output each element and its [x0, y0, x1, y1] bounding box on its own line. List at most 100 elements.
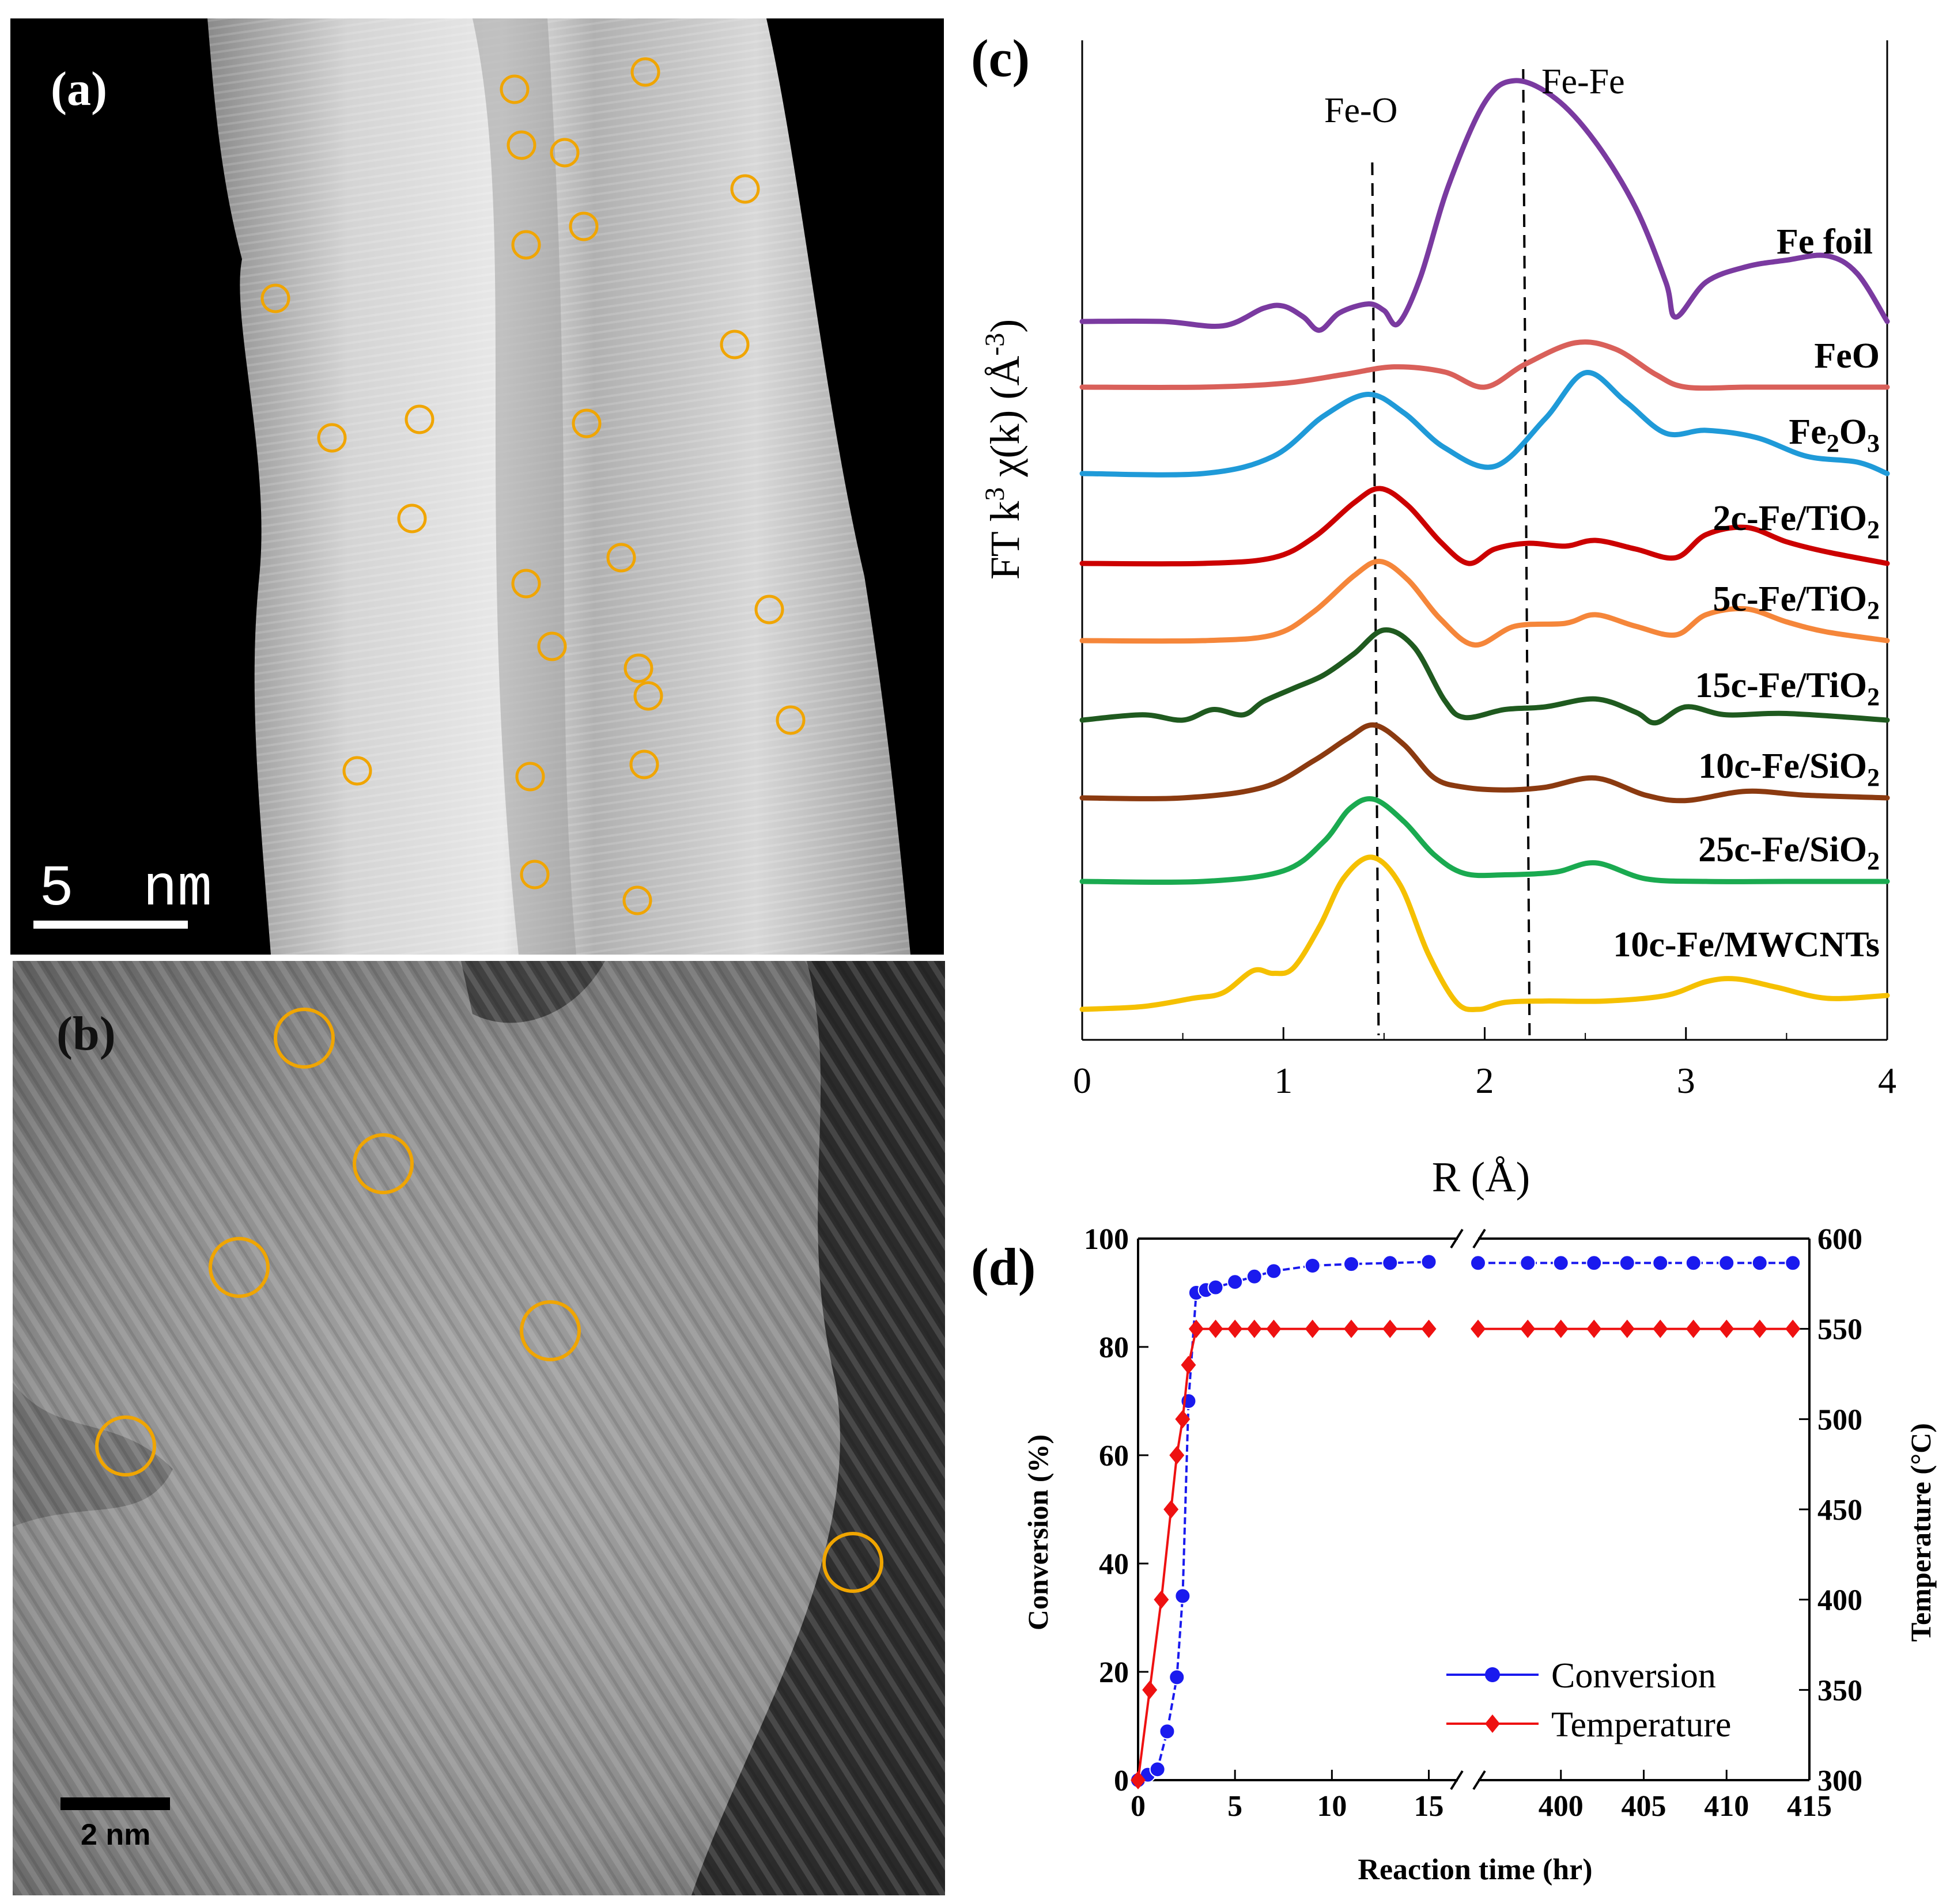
temperature-point — [1752, 1319, 1767, 1338]
panel-a-label: (a) — [51, 62, 107, 116]
atom-marker-circle — [520, 1300, 581, 1361]
panel-d-series — [1130, 1254, 1801, 1789]
series-label-25c-fe-sio2: 25c-Fe/SiO2 — [1698, 830, 1880, 875]
temperature-point — [1131, 1771, 1146, 1789]
series-line-2c-fe-tio2 — [1079, 486, 1890, 567]
conversion-point — [1619, 1255, 1635, 1271]
panel-d-left-tick-label: 60 — [1099, 1440, 1129, 1473]
conversion-point — [1304, 1258, 1321, 1274]
conversion-point — [1159, 1723, 1176, 1740]
panel-d-x-tick-label: 410 — [1704, 1790, 1749, 1823]
panel-b-scale-label: 2 nm — [81, 1818, 150, 1852]
series-line-fe-foil — [1079, 78, 1890, 333]
temperature-point — [1142, 1680, 1158, 1699]
temperature-point — [1175, 1410, 1191, 1429]
series-label-part: 2 — [1827, 429, 1839, 457]
legend-label-temperature: Temperature — [1551, 1705, 1731, 1744]
series-line-feo — [1079, 339, 1890, 391]
temperature-point — [1785, 1319, 1801, 1338]
conversion-point — [1169, 1669, 1185, 1686]
temperature-point — [1719, 1319, 1734, 1338]
temperature-point — [1266, 1319, 1282, 1338]
panel-d-x-tick-label: 405 — [1622, 1790, 1666, 1823]
temperature-point — [1586, 1319, 1602, 1338]
series-label-part: 2 — [1867, 763, 1880, 792]
panel-d-right-axis-label: Temperature (°C) — [1904, 1423, 1937, 1642]
panel-d-x-tick-label: 415 — [1787, 1790, 1832, 1823]
panel-d-left-tick-label: 0 — [1114, 1765, 1129, 1797]
temperature-point — [1246, 1319, 1262, 1338]
atom-marker-circle — [537, 631, 567, 661]
conversion-point — [1685, 1255, 1702, 1271]
series-label-fe-foil: Fe foil — [1777, 222, 1873, 262]
panel-a-stem-image: (a) 5 nm — [10, 18, 944, 955]
series-label-part: Fe foil — [1777, 222, 1873, 262]
conversion-point — [1227, 1274, 1244, 1290]
series-line-5c-fe-tio2 — [1079, 558, 1890, 648]
series-label-part: 2 — [1867, 683, 1880, 711]
atom-marker-circle — [353, 1133, 414, 1194]
atom-marker-circle — [274, 1008, 335, 1069]
conversion-point — [1785, 1255, 1801, 1271]
atom-marker-circle — [317, 423, 347, 453]
conversion-point — [1246, 1268, 1263, 1285]
axis-break-mark — [1450, 1228, 1464, 1249]
atom-marker-circle — [754, 595, 784, 624]
panel-c-x-tick-label: 2 — [1476, 1060, 1494, 1101]
atom-marker-circle — [569, 211, 599, 241]
conversion-point — [1520, 1255, 1536, 1271]
atom-marker-circle — [260, 283, 290, 313]
panel-d-left-tick-label: 40 — [1099, 1548, 1129, 1581]
reference-dashed-line — [1371, 162, 1380, 1036]
conversion-point — [1652, 1255, 1669, 1271]
panel-d-label: (d) — [971, 1237, 1036, 1296]
nanotube-core-shade — [473, 18, 576, 955]
panel-d-left-tick-label: 100 — [1084, 1223, 1129, 1256]
conversion-point — [1586, 1255, 1603, 1271]
atom-marker-circle — [342, 756, 372, 786]
series-label-part: 25c-Fe/SiO — [1698, 830, 1867, 869]
series-label-fe2o3: Fe2O3 — [1789, 412, 1880, 457]
series-line-10c-fe-mwcnts — [1079, 854, 1890, 1012]
panel-d-right-tick-label: 550 — [1817, 1314, 1862, 1346]
panel-d-legend: Conversion Temperature — [1446, 1656, 1731, 1744]
conversion-point — [1420, 1254, 1437, 1270]
temperature-point — [1471, 1319, 1486, 1338]
series-label-feo: FeO — [1814, 336, 1880, 376]
temperature-point — [1163, 1500, 1179, 1519]
conversion-point — [1552, 1255, 1569, 1271]
atom-marker-circle — [95, 1415, 156, 1477]
conversion-point — [1207, 1279, 1224, 1296]
temperature-point — [1619, 1319, 1635, 1338]
panel-d-left-tick-label: 20 — [1099, 1656, 1129, 1689]
atom-marker-circle — [623, 653, 653, 683]
conversion-point — [1470, 1255, 1486, 1271]
temperature-point — [1421, 1319, 1437, 1338]
series-label-10c-fe-sio2: 10c-Fe/SiO2 — [1698, 747, 1880, 792]
conversion-point — [1343, 1256, 1359, 1273]
temperature-point — [1208, 1319, 1223, 1338]
atom-marker-circle — [822, 1532, 883, 1593]
panel-c-series-labels: Fe foilFeOFe2O32c-Fe/TiO25c-Fe/TiO215c-F… — [1613, 222, 1880, 964]
panel-b-label: (b) — [56, 1007, 116, 1061]
temperature-point — [1344, 1319, 1359, 1338]
panel-b-scale-bar — [61, 1797, 170, 1810]
y-axis-label-part: χ(k) (Å — [982, 356, 1028, 487]
atom-marker-circle — [730, 174, 760, 204]
atom-marker-circle — [511, 230, 541, 260]
panel-b-stem-image: (b) 2 nm — [13, 961, 945, 1895]
conversion-point — [1382, 1255, 1399, 1271]
y-axis-label-part: -3 — [980, 333, 1010, 356]
panel-c-x-tick-label: 3 — [1677, 1060, 1695, 1101]
series-label-part: 2 — [1867, 847, 1880, 875]
atom-marker-circle — [622, 885, 652, 915]
series-label-5c-fe-tio2: 5c-Fe/TiO2 — [1713, 580, 1880, 624]
fe-o-annotation: Fe-O — [1324, 91, 1397, 130]
conversion-point — [1174, 1588, 1191, 1604]
panel-c-label: (c) — [971, 29, 1030, 88]
panel-d-right-tick-label: 500 — [1817, 1403, 1862, 1436]
panel-d-left-tick-label: 80 — [1099, 1331, 1129, 1364]
reference-dashed-line — [1522, 69, 1531, 1036]
temperature-point — [1553, 1319, 1569, 1338]
